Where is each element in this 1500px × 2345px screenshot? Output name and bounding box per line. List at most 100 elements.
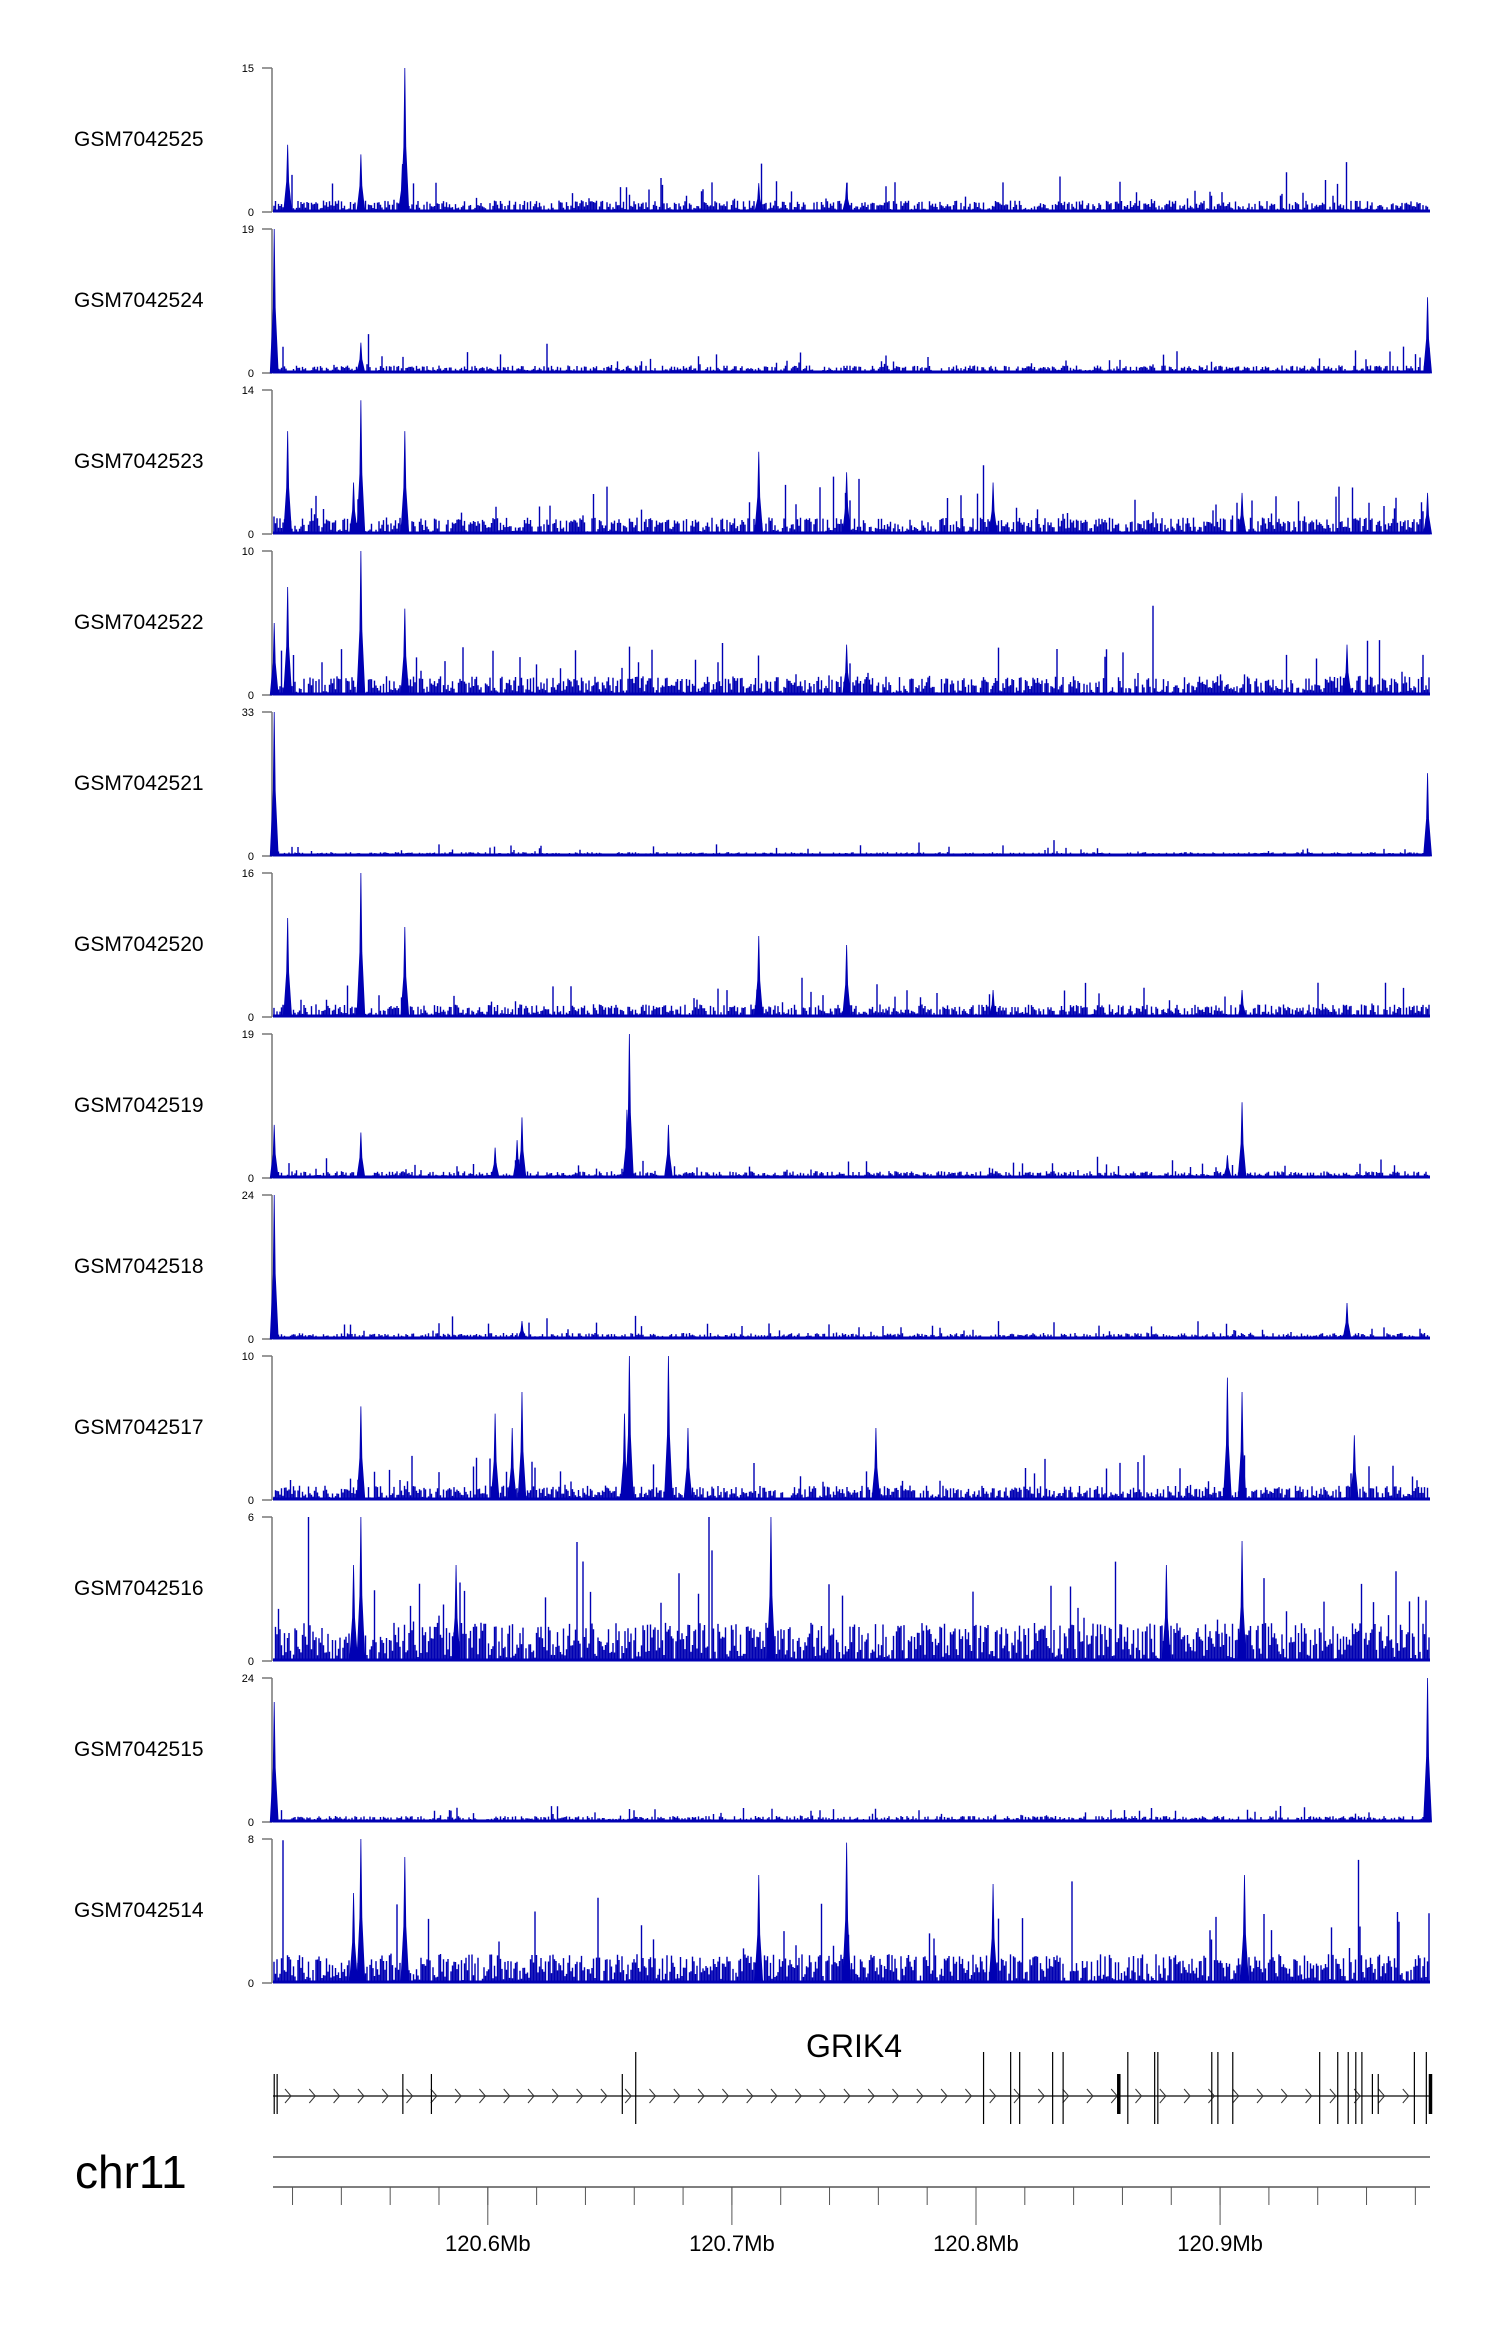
gene-model <box>273 2052 1433 2124</box>
signal-peak <box>283 431 293 535</box>
y-tick-label-min: 0 <box>248 1817 254 1829</box>
strand-arrow-icon <box>1159 2088 1167 2104</box>
y-tick-label-min: 0 <box>248 207 254 219</box>
strand-arrow-icon <box>551 2088 559 2104</box>
signal-peak <box>664 1355 673 1501</box>
signal-peak <box>766 1516 776 1662</box>
signal-peak <box>1237 989 1247 1018</box>
y-tick-label-max: 8 <box>248 1834 254 1846</box>
strand-arrow-icon <box>1256 2088 1264 2104</box>
y-tick-label-max: 24 <box>242 1673 254 1685</box>
track-signal <box>273 1517 1430 1661</box>
strand-arrow-icon <box>1378 2088 1386 2104</box>
signal-peak <box>283 917 293 1018</box>
signal-peak <box>1240 1874 1249 1984</box>
strand-arrow-icon <box>430 2088 438 2104</box>
track-gsm7042520: GSM7042520 16 0 <box>74 868 1430 1024</box>
track-signal <box>273 162 1430 212</box>
signal-peak <box>842 644 852 696</box>
track-label: GSM7042518 <box>74 1255 204 1278</box>
strand-arrow-icon <box>333 2088 341 2104</box>
y-tick-label-min: 0 <box>248 368 254 380</box>
signal-peak <box>356 154 366 213</box>
signal-peak <box>842 944 852 1018</box>
strand-arrow-icon <box>284 2088 292 2104</box>
strand-arrow-icon <box>940 2088 948 2104</box>
signal-peak <box>620 1413 629 1501</box>
x-tick-label: 120.6Mb <box>445 2231 531 2256</box>
track-signal <box>273 1156 1430 1178</box>
strand-arrow-icon <box>746 2088 754 2104</box>
y-tick-label-max: 16 <box>242 868 254 880</box>
signal-peak <box>1423 1677 1432 1823</box>
signal-peak <box>400 1856 410 1984</box>
signal-peak <box>1349 1435 1359 1501</box>
y-tick-label-max: 6 <box>248 1512 254 1524</box>
signal-peak <box>754 935 764 1018</box>
signal-peak <box>663 1124 673 1179</box>
y-tick-label-min: 0 <box>248 1656 254 1668</box>
y-tick-label-min: 0 <box>248 690 254 702</box>
signal-peak <box>490 1413 500 1501</box>
strand-arrow-icon <box>1086 2088 1094 2104</box>
signal-peak <box>622 1109 632 1179</box>
signal-peak <box>754 1874 764 1984</box>
strand-arrow-icon <box>600 2088 608 2104</box>
strand-arrow-icon <box>624 2088 632 2104</box>
signal-peak <box>842 183 852 213</box>
signal-peak <box>349 482 359 535</box>
signal-peak <box>517 1117 527 1179</box>
y-tick-label-max: 14 <box>242 385 254 397</box>
signal-peak <box>1237 1102 1247 1179</box>
signal-peak <box>1237 1540 1247 1662</box>
strand-arrow-icon <box>1208 2088 1216 2104</box>
strand-arrow-icon <box>1062 2088 1070 2104</box>
genome-axis: 120.6Mb 120.7Mb 120.8Mb 120.9Mb <box>273 2156 1430 2256</box>
signal-peak <box>754 451 764 535</box>
x-tick-label: 120.9Mb <box>1177 2231 1263 2256</box>
signal-peak <box>624 1355 634 1501</box>
signal-peak <box>356 1132 366 1179</box>
signal-peak <box>356 1516 366 1662</box>
strand-arrow-icon <box>892 2088 900 2104</box>
signal-peak <box>754 183 764 213</box>
y-tick-label-min: 0 <box>248 1173 254 1185</box>
signal-peak <box>683 1427 693 1501</box>
track-label: GSM7042519 <box>74 1094 204 1117</box>
signal-peak <box>507 1427 517 1501</box>
signal-peak <box>1237 1391 1247 1501</box>
strand-arrow-icon <box>843 2088 851 2104</box>
track-label: GSM7042515 <box>74 1738 204 1761</box>
strand-arrow-icon <box>1135 2088 1143 2104</box>
signal-peak <box>283 586 293 696</box>
signal-peak <box>269 1701 279 1823</box>
track-gsm7042519: GSM7042519 19 0 <box>74 1029 1430 1185</box>
signal-peak <box>1342 1302 1352 1340</box>
signal-peak <box>269 228 279 374</box>
strand-arrow-icon <box>576 2088 584 2104</box>
signal-peak <box>356 342 366 374</box>
y-tick-label-min: 0 <box>248 529 254 541</box>
strand-arrow-icon <box>308 2088 316 2104</box>
track-gsm7042515: GSM7042515 24 0 <box>74 1673 1432 1829</box>
track-signal <box>273 977 1430 1017</box>
strand-arrow-icon <box>794 2088 802 2104</box>
signal-peak <box>988 482 998 535</box>
strand-arrow-icon <box>1037 2088 1045 2104</box>
signal-peak <box>988 989 998 1018</box>
y-tick-label-min: 0 <box>248 851 254 863</box>
signal-peak <box>283 144 293 213</box>
track-signal <box>273 465 1430 534</box>
track-label: GSM7042525 <box>74 128 204 151</box>
track-label: GSM7042520 <box>74 933 204 956</box>
signal-peak <box>356 872 366 1018</box>
track-gsm7042522: GSM7042522 10 0 <box>74 546 1430 702</box>
signal-peak <box>517 1391 527 1501</box>
track-label: GSM7042523 <box>74 450 204 473</box>
strand-arrow-icon <box>697 2088 705 2104</box>
y-tick-label-min: 0 <box>248 1495 254 1507</box>
y-tick-label-max: 10 <box>242 546 254 558</box>
signal-peak <box>988 1883 998 1984</box>
strand-arrow-icon <box>965 2088 973 2104</box>
signal-peak <box>269 1194 279 1340</box>
